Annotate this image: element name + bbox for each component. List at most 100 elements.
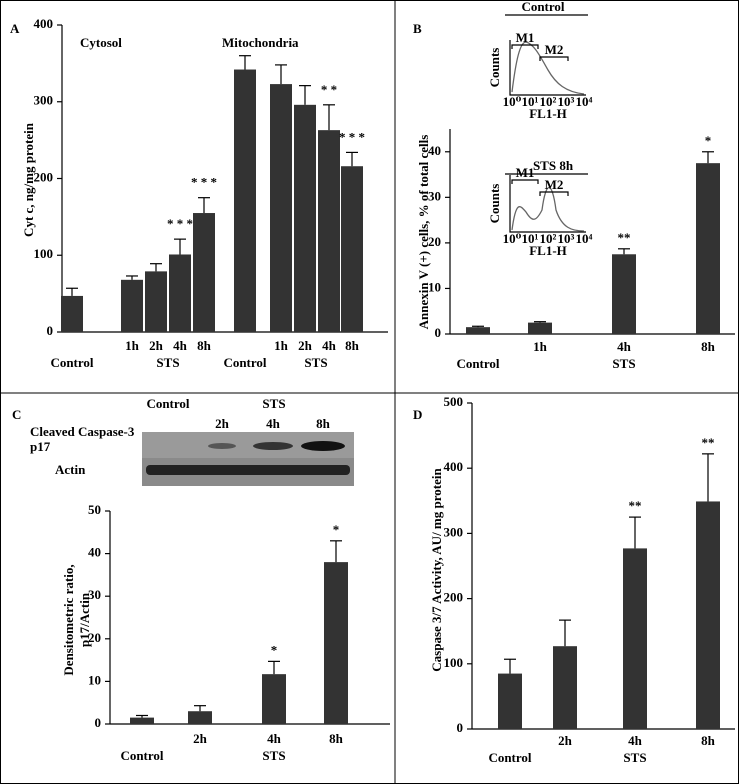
inset-title: STS 8h bbox=[533, 158, 574, 173]
y-tick-label: 20 bbox=[88, 630, 101, 645]
x-tick-label: 4h bbox=[322, 338, 337, 353]
x-tick-label: 8h bbox=[329, 731, 344, 746]
bar bbox=[262, 674, 286, 724]
bar bbox=[612, 254, 636, 334]
y-tick-label: 400 bbox=[444, 459, 464, 474]
y-tick-label: 400 bbox=[34, 16, 54, 31]
bar bbox=[466, 327, 490, 334]
y-tick-label: 300 bbox=[34, 93, 54, 108]
group-title: Cytosol bbox=[80, 35, 122, 50]
blot-row-label: Actin bbox=[55, 462, 86, 477]
x-tick-label: 1h bbox=[125, 338, 140, 353]
y-axis-label: Annexin V (+) cells, % of total cells bbox=[416, 135, 431, 330]
x-tick-label: 8h bbox=[701, 733, 716, 748]
blot-condition: Control bbox=[146, 396, 189, 411]
y-tick-label: 30 bbox=[88, 587, 101, 602]
bar bbox=[324, 562, 348, 724]
gate-label: M1 bbox=[516, 165, 535, 180]
x-tick-label: 8h bbox=[197, 338, 212, 353]
group-label: STS bbox=[623, 750, 646, 765]
y-tick-label: 40 bbox=[88, 545, 101, 560]
group-title: Mitochondria bbox=[222, 35, 299, 50]
y-axis-label-line: Cyt c, ng/mg protein bbox=[21, 122, 36, 237]
x-tick-label: 1h bbox=[274, 338, 289, 353]
x-tick-label: 2h bbox=[298, 338, 313, 353]
x-tick-label: 2h bbox=[193, 731, 208, 746]
gate-m2 bbox=[539, 191, 569, 196]
gate-m1 bbox=[511, 44, 539, 49]
gate-m1 bbox=[511, 179, 539, 184]
bar bbox=[696, 501, 720, 729]
histogram-curve bbox=[511, 41, 585, 95]
blot-band bbox=[146, 465, 350, 475]
blot-time: 4h bbox=[266, 416, 281, 431]
y-tick-label: 40 bbox=[428, 143, 441, 158]
x-tick-label: 4h bbox=[267, 731, 282, 746]
bar bbox=[623, 548, 647, 729]
y-axis-label: Caspase 3/7 Activity, AU/ mg protein bbox=[429, 468, 444, 672]
bar bbox=[270, 84, 292, 332]
significance: * * * bbox=[191, 175, 217, 190]
y-tick-label: 300 bbox=[444, 524, 464, 539]
bar bbox=[121, 279, 143, 332]
inset-x-tick: 10³ bbox=[558, 231, 575, 246]
significance: * bbox=[705, 133, 712, 148]
inset-x-tick: 10³ bbox=[558, 94, 575, 109]
inset-x-tick: 10² bbox=[540, 231, 557, 246]
bar bbox=[61, 295, 83, 332]
y-axis-label-line: Caspase 3/7 Activity, AU/ mg protein bbox=[429, 468, 444, 672]
y-axis-label-line: p17/Actin bbox=[77, 592, 92, 647]
significance: ** bbox=[618, 230, 631, 245]
blot-band bbox=[301, 441, 345, 451]
bar bbox=[145, 271, 167, 332]
y-tick-label: 100 bbox=[444, 655, 464, 670]
y-tick-label: 200 bbox=[444, 590, 464, 605]
x-tick-label: Control bbox=[223, 355, 266, 370]
inset-y-label: Counts bbox=[487, 184, 502, 224]
x-tick-label: Control bbox=[120, 748, 163, 763]
panel-letter: C bbox=[12, 407, 21, 422]
y-tick-label: 0 bbox=[95, 715, 102, 730]
x-tick-label: Control bbox=[456, 356, 499, 371]
significance: * * * bbox=[339, 129, 365, 144]
y-tick-label: 200 bbox=[34, 169, 54, 184]
bar bbox=[341, 166, 363, 332]
y-tick-label: 500 bbox=[444, 394, 464, 409]
inset-x-tick: 10⁰ bbox=[503, 94, 522, 109]
blot-band bbox=[208, 443, 236, 449]
x-tick-label: 4h bbox=[628, 733, 643, 748]
blot-time: 8h bbox=[316, 416, 331, 431]
histogram-curve bbox=[511, 187, 585, 232]
bar bbox=[528, 322, 552, 334]
significance: * bbox=[271, 642, 278, 657]
blot-row-label: Cleaved Caspase-3 bbox=[30, 424, 135, 439]
panel-letter: A bbox=[10, 21, 20, 36]
inset-axes bbox=[509, 40, 586, 96]
x-tick-label: 4h bbox=[617, 339, 632, 354]
inset-x-label: FL1-H bbox=[529, 243, 567, 258]
y-tick-label: 0 bbox=[435, 325, 442, 340]
significance: * * bbox=[321, 82, 337, 97]
inset-x-tick: 10¹ bbox=[522, 94, 539, 109]
y-tick-label: 100 bbox=[34, 246, 54, 261]
gate-label: M1 bbox=[516, 30, 535, 45]
y-tick-label: 30 bbox=[428, 188, 441, 203]
significance: * * * bbox=[167, 216, 193, 231]
blot-row-label: p17 bbox=[30, 439, 51, 454]
y-tick-label: 50 bbox=[88, 502, 101, 517]
bar bbox=[188, 711, 212, 724]
inset-x-tick: 10⁴ bbox=[576, 94, 593, 109]
panel-letter: B bbox=[413, 21, 422, 36]
bar bbox=[498, 673, 522, 729]
bar bbox=[553, 646, 577, 729]
bar bbox=[234, 69, 256, 332]
bar bbox=[169, 254, 191, 332]
significance: ** bbox=[629, 498, 642, 513]
group-label: STS bbox=[262, 748, 285, 763]
inset-x-tick: 10⁴ bbox=[576, 231, 593, 246]
gate-label: M2 bbox=[545, 177, 564, 192]
inset-x-tick: 10⁰ bbox=[503, 231, 522, 246]
bar bbox=[318, 130, 340, 332]
significance: ** bbox=[702, 435, 715, 450]
